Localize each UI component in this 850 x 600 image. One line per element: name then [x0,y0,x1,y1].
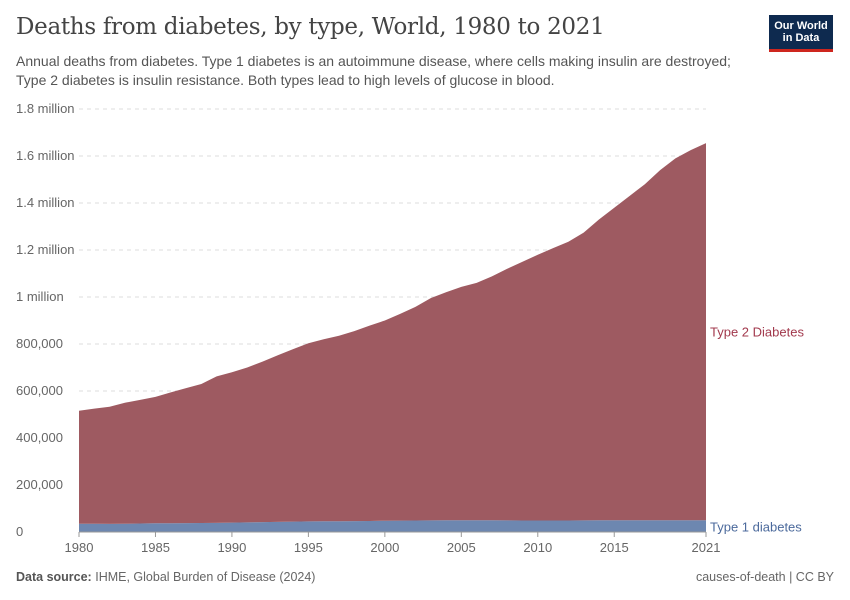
area-type-1 [79,520,706,532]
chart-subtitle: Annual deaths from diabetes. Type 1 diab… [16,53,731,88]
x-tick-label: 2021 [692,540,721,555]
license[interactable]: causes-of-death | CC BY [695,570,834,584]
chart-title: Deaths from diabetes, by type, World, 19… [16,14,605,40]
owid-logo[interactable]: Our World in Data [769,15,833,52]
series-label: Type 2 Diabetes [710,325,804,340]
x-tick-label: 1995 [294,540,323,555]
x-tick-label: 2015 [600,540,629,555]
series-label: Type 1 diabetes [710,519,802,534]
y-tick-label: 1.8 million [16,101,75,116]
x-tick-label: 1990 [217,540,246,555]
x-tick-label: 1980 [65,540,94,555]
x-tick-label: 1985 [141,540,170,555]
x-tick-label: 2005 [447,540,476,555]
x-tick-label: 2000 [370,540,399,555]
y-tick-label: 1.2 million [16,242,75,257]
data-source: Data source: IHME, Global Burden of Dise… [16,570,315,584]
y-tick-label: 800,000 [16,336,63,351]
y-tick-label: 600,000 [16,383,63,398]
area-type-2 [79,143,706,524]
x-tick-label: 2010 [523,540,552,555]
y-tick-label: 400,000 [16,430,63,445]
source-text[interactable]: IHME, Global Burden of Disease (2024) [95,570,316,584]
y-tick-label: 1 million [16,289,64,304]
y-tick-label: 1.6 million [16,148,75,163]
y-tick-label: 200,000 [16,477,63,492]
source-label: Data source: [16,570,92,584]
y-tick-label: 1.4 million [16,195,75,210]
y-tick-label: 0 [16,524,23,539]
